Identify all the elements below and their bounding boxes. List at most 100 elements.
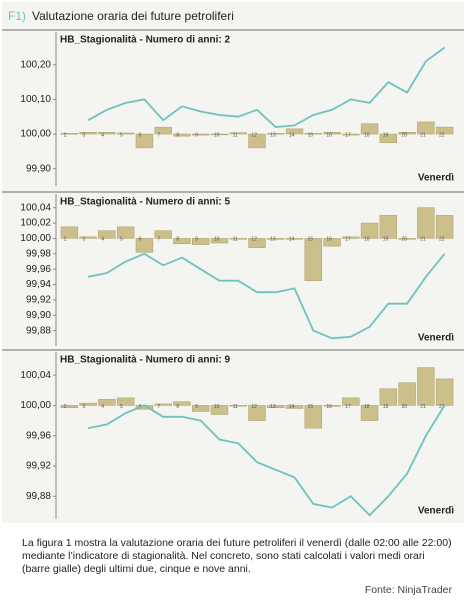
x-tick-label: 20 xyxy=(401,404,407,410)
x-tick-label: 18 xyxy=(364,237,370,243)
bar xyxy=(229,238,247,240)
x-tick-label: 3 xyxy=(83,237,86,243)
y-tick-label: 99,92 xyxy=(26,295,51,306)
x-tick-label: 7 xyxy=(158,237,161,243)
x-tick-label: 16 xyxy=(326,132,332,138)
panel-title: HB_Stagionalità - Numero di anni: 5 xyxy=(60,197,230,208)
x-tick-label: 18 xyxy=(364,404,370,410)
x-tick-label: 13 xyxy=(270,404,276,410)
bar xyxy=(60,133,79,135)
x-tick-label: 22 xyxy=(439,404,445,410)
x-tick-label: 13 xyxy=(270,132,276,138)
x-tick-label: 3 xyxy=(83,404,86,410)
bar xyxy=(248,133,266,149)
x-tick-label: 10 xyxy=(214,132,220,138)
bar xyxy=(323,405,341,407)
figure-background xyxy=(2,2,464,523)
bar xyxy=(398,382,416,406)
bar xyxy=(360,405,379,421)
bar xyxy=(154,403,172,406)
x-tick-label: 21 xyxy=(420,237,426,243)
bar xyxy=(98,230,116,239)
y-tick-label: 99,96 xyxy=(26,430,51,441)
bar xyxy=(379,215,398,239)
x-tick-label: 2 xyxy=(64,132,67,138)
bar xyxy=(360,222,379,239)
x-tick-label: 5 xyxy=(120,404,123,410)
x-tick-label: 20 xyxy=(401,132,407,138)
x-tick-label: 4 xyxy=(101,237,104,243)
y-tick-label: 99,90 xyxy=(26,163,51,174)
x-tick-label: 12 xyxy=(251,132,257,138)
panel-title: HB_Stagionalità - Numero di anni: 2 xyxy=(60,35,230,46)
x-tick-label: 17 xyxy=(345,132,351,138)
bar xyxy=(154,126,172,135)
x-axis-label: Venerdì xyxy=(418,173,454,184)
line xyxy=(87,46,446,129)
x-tick-label: 9 xyxy=(195,237,198,243)
bar xyxy=(98,132,116,135)
x-tick-label: 11 xyxy=(233,237,238,243)
y-tick-label: 100,00 xyxy=(20,233,51,244)
bar xyxy=(173,238,191,245)
line xyxy=(87,252,446,340)
bar xyxy=(60,226,79,239)
y-tick-label: 99,88 xyxy=(26,491,51,502)
bar xyxy=(379,133,398,143)
y-tick-label: 100,04 xyxy=(20,202,51,213)
figure: F1) Valutazione oraria dei future petrol… xyxy=(2,2,464,523)
x-tick-label: 11 xyxy=(233,132,238,138)
y-tick-label: 99,94 xyxy=(26,279,51,290)
x-tick-label: 6 xyxy=(139,132,142,138)
source: Fonte: NinjaTrader xyxy=(364,584,452,596)
x-tick-label: 7 xyxy=(158,404,161,410)
bar xyxy=(79,236,97,239)
bar xyxy=(379,388,398,406)
y-tick-label: 100,20 xyxy=(20,59,51,70)
x-tick-label: 7 xyxy=(158,132,161,138)
bar xyxy=(229,132,247,135)
bar xyxy=(79,132,97,135)
bar xyxy=(285,238,304,240)
bar xyxy=(173,133,191,137)
x-tick-label: 8 xyxy=(176,237,179,243)
x-tick-label: 10 xyxy=(214,237,220,243)
x-tick-label: 15 xyxy=(308,132,314,138)
y-tick-label: 100,04 xyxy=(20,370,51,381)
bar xyxy=(192,238,210,245)
bar xyxy=(304,238,322,281)
bar xyxy=(210,405,229,415)
y-tick-label: 99,96 xyxy=(26,264,51,275)
bar xyxy=(135,133,154,149)
bar xyxy=(267,238,285,240)
figure-title: Valutazione oraria dei future petrolifer… xyxy=(32,9,234,23)
bar xyxy=(323,132,341,135)
bar xyxy=(417,121,435,135)
x-tick-label: 13 xyxy=(270,237,276,243)
x-axis-label: Venerdì xyxy=(418,506,454,517)
x-tick-label: 9 xyxy=(195,132,198,138)
bar xyxy=(304,405,322,429)
x-tick-label: 12 xyxy=(251,237,257,243)
bar xyxy=(398,132,416,135)
y-tick-label: 100,00 xyxy=(20,129,51,140)
bar xyxy=(116,226,135,239)
y-tick-label: 100,10 xyxy=(20,94,51,105)
x-tick-label: 4 xyxy=(101,132,104,138)
x-tick-label: 5 xyxy=(120,237,123,243)
bar xyxy=(435,126,454,135)
x-tick-label: 14 xyxy=(289,237,295,243)
bar xyxy=(267,405,285,408)
y-tick-label: 99,98 xyxy=(26,248,51,259)
x-tick-label: 8 xyxy=(176,132,179,138)
y-tick-label: 99,90 xyxy=(26,310,51,321)
bar xyxy=(135,238,154,253)
bar xyxy=(210,238,229,244)
bar xyxy=(60,405,79,408)
figure-label: F1) xyxy=(8,9,26,23)
bar xyxy=(210,133,229,136)
x-tick-label: 15 xyxy=(308,237,314,243)
x-tick-label: 4 xyxy=(101,404,104,410)
bar xyxy=(323,238,341,247)
